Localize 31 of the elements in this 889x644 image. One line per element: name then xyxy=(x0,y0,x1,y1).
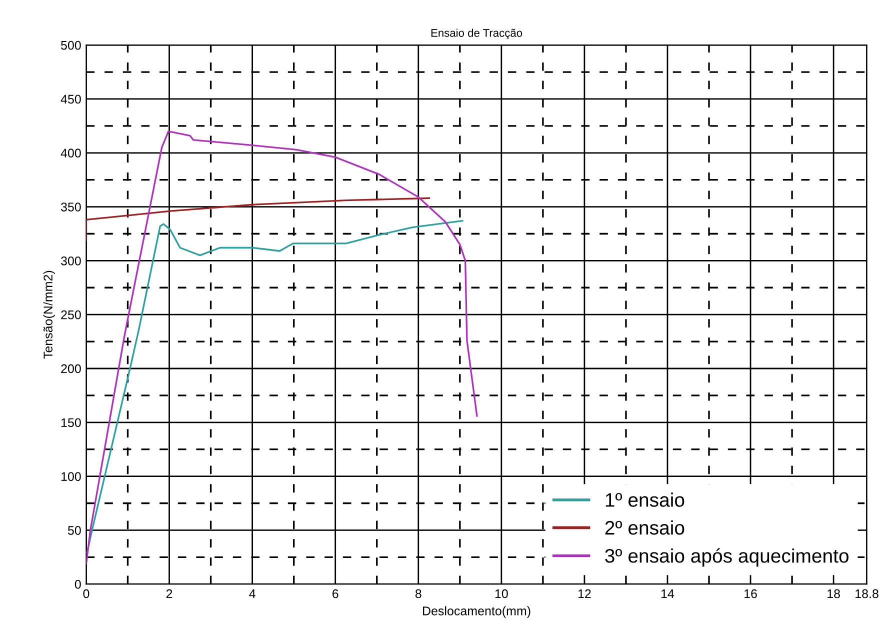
x-axis-title: Deslocamento(mm) xyxy=(423,606,530,618)
x-tick-label: 4 xyxy=(249,589,256,598)
line-series xyxy=(86,220,464,554)
y-tick-label: 400 xyxy=(60,148,81,158)
y-tick-label: 450 xyxy=(60,94,81,104)
y-tick-label: 500 xyxy=(61,40,81,50)
x-tick-label: 0 xyxy=(83,589,90,598)
x-tick-label: 12 xyxy=(578,589,591,598)
y-tick-label: 200 xyxy=(61,364,81,374)
line-series xyxy=(86,197,430,242)
legend-label: 3º ensaio após aquecimento xyxy=(605,548,848,567)
y-tick-label: 350 xyxy=(60,202,81,212)
x-tick-label: 18.8 xyxy=(856,589,878,598)
x-tick-label: 10 xyxy=(495,589,508,598)
chart-title: Ensaio de Tracção xyxy=(431,28,522,40)
x-tick-label: 14 xyxy=(661,589,674,598)
y-tick-label: 250 xyxy=(61,310,81,320)
y-tick-label: 300 xyxy=(60,256,81,266)
x-tick-label: 16 xyxy=(744,589,757,598)
y-tick-label: 100 xyxy=(61,472,81,481)
y-tick-label: 50 xyxy=(68,526,81,535)
line-series xyxy=(86,130,478,564)
x-tick-label: 8 xyxy=(415,589,422,598)
y-axis-title: Tensão(N/mm2) xyxy=(43,270,55,359)
legend-label: 2º ensaio xyxy=(605,520,684,535)
x-tick-label: 18 xyxy=(828,589,840,598)
x-tick-label: 2 xyxy=(166,589,172,598)
legend-label: 1º ensaio xyxy=(606,492,684,507)
y-tick-label: 150 xyxy=(61,418,81,428)
x-tick-label: 6 xyxy=(332,589,338,598)
y-tick-label: 0 xyxy=(74,580,81,589)
